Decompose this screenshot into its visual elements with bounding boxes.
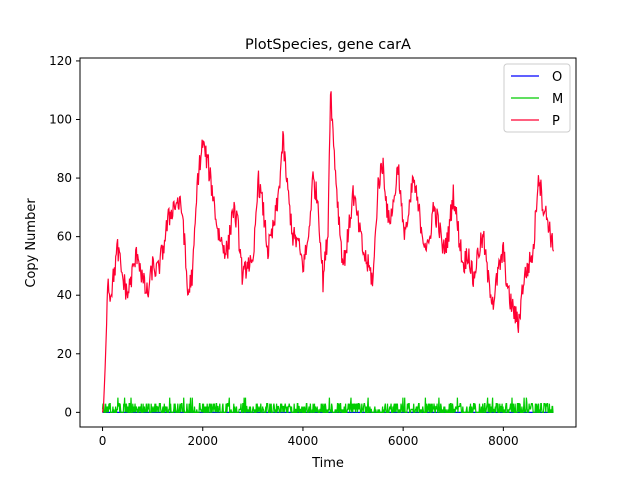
plot-area (79, 57, 577, 428)
series-line-P (101, 91, 555, 413)
y-axis-label: Copy Number (24, 198, 39, 288)
x-tick-label: 8000 (488, 434, 519, 448)
x-axis-label: Time (311, 456, 344, 471)
legend-label-O: O (552, 70, 562, 85)
x-tick-label: 4000 (288, 434, 319, 448)
legend-label-M: M (552, 92, 563, 107)
plot-frame (79, 57, 577, 428)
y-tick-label: 120 (49, 54, 72, 68)
y-tick-label: 0 (64, 405, 72, 419)
x-axis: 0 2000 4000 6000 8000 (99, 427, 519, 448)
y-tick-label: 40 (57, 288, 72, 302)
legend: OMP (503, 63, 571, 133)
plot-background (80, 58, 576, 427)
series-line-M (101, 397, 554, 413)
x-tick-label: 0 (99, 434, 107, 448)
legend-label-P: P (552, 114, 560, 129)
x-tick-label: 2000 (187, 434, 218, 448)
series-layer (101, 91, 555, 413)
y-tick-label: 60 (57, 230, 72, 244)
y-tick-label: 100 (49, 113, 72, 127)
y-tick-label: 20 (57, 347, 72, 361)
y-tick-label: 80 (57, 171, 72, 185)
chart-title: PlotSpecies, gene carA (245, 37, 411, 53)
x-tick-label: 6000 (388, 434, 419, 448)
y-axis: 0 20 40 60 80 100 120 (49, 54, 80, 419)
